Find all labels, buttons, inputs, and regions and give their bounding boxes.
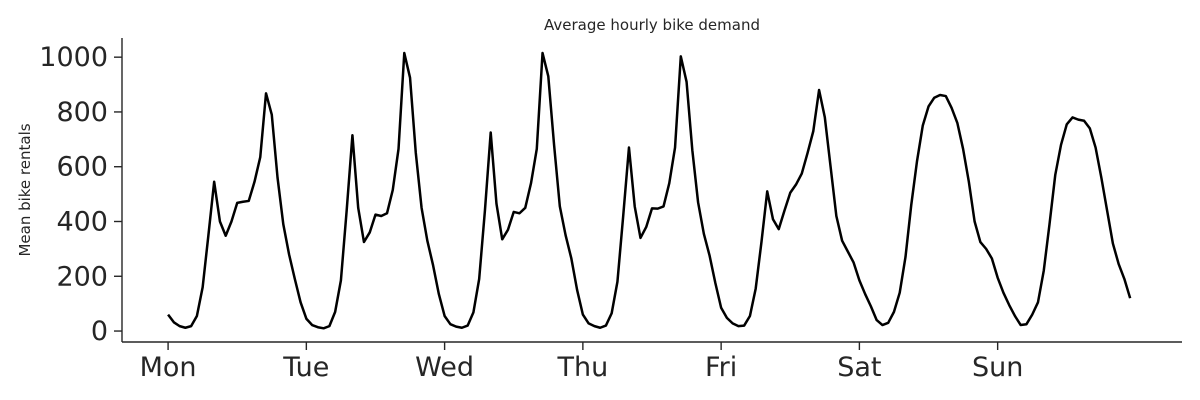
x-tick-label: Sun bbox=[972, 352, 1023, 383]
x-tick-label: Thu bbox=[557, 352, 609, 383]
y-axis-label: Mean bike rentals bbox=[16, 123, 34, 256]
y-tick-label: 800 bbox=[56, 97, 108, 128]
x-tick-label: Sat bbox=[837, 352, 881, 383]
x-tick-label: Tue bbox=[282, 352, 329, 383]
series-group bbox=[167, 51, 1132, 330]
x-tick-label: Mon bbox=[140, 352, 197, 383]
y-tick-label: 400 bbox=[56, 206, 108, 237]
x-tick-label: Wed bbox=[415, 352, 474, 383]
y-ticks: 0 200 400 600 800 1000 bbox=[39, 42, 122, 347]
y-tick-label: 1000 bbox=[39, 42, 108, 73]
series-line bbox=[167, 51, 1132, 330]
x-ticks: Mon Tue Wed Thu Fri Sat Sun bbox=[140, 342, 1023, 383]
y-tick-label: 600 bbox=[56, 152, 108, 183]
chart-title: Average hourly bike demand bbox=[544, 16, 760, 34]
y-tick-label: 0 bbox=[91, 316, 108, 347]
x-tick-label: Fri bbox=[705, 352, 737, 383]
y-tick-label: 200 bbox=[56, 261, 108, 292]
